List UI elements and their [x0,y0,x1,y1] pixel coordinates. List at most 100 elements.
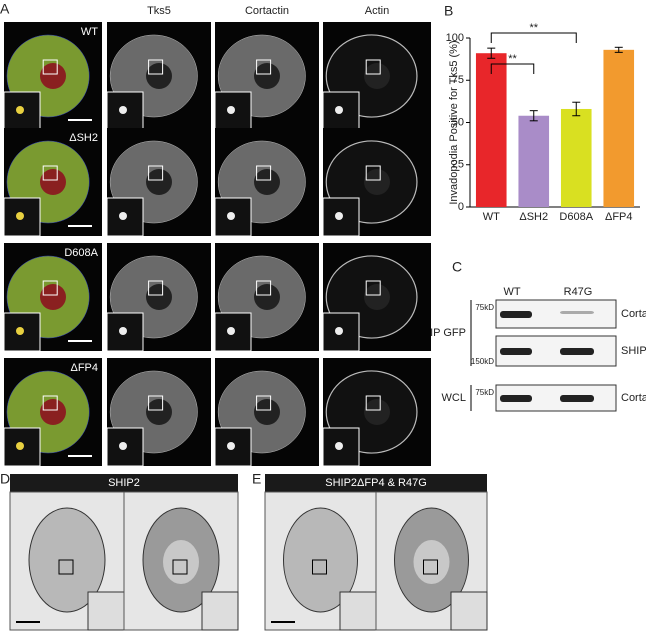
nucleus [40,63,66,89]
band [500,348,532,355]
group-label: WCL [442,392,466,404]
row-label: ΔFP4 [70,362,98,374]
inset-spot [227,327,235,335]
roi-box [423,559,438,575]
blot-label: SHIP2 [621,345,646,357]
x-tick-label: D608A [559,211,593,223]
roi-box [58,559,74,575]
y-tick-label: 0 [458,201,464,213]
column-header: Actin [365,5,389,17]
blot-label: Cortactin [621,392,646,404]
y-axis-title: Invadopodia Positive for Tks5 (%) [448,40,460,204]
bar [560,108,592,207]
inset-spot [335,106,343,114]
inset [339,591,377,631]
nucleus [254,284,280,310]
band [500,395,532,402]
roi-box [148,59,164,75]
lane-label: R47G [564,286,593,298]
inset [3,427,41,467]
title-bar [10,474,238,492]
mw-marker: 150kD [471,357,494,366]
mw-marker: 75kD [475,303,494,312]
roi-box [256,165,272,181]
nucleus [364,399,390,425]
significance-label: ** [508,53,517,65]
inset-spot [119,442,127,450]
title-bar [265,474,487,492]
inset [201,591,239,631]
band [500,311,532,318]
roi-box [42,165,58,181]
inset-spot [16,442,24,450]
roi-box [256,59,272,75]
band [560,395,594,402]
nucleus [146,399,172,425]
lane-label: WT [503,286,520,298]
roi-box [365,395,381,411]
panel-label: C [452,259,462,275]
roi-box [312,559,327,575]
roi-box [256,280,272,296]
column-header: Cortactin [245,5,289,17]
row-label: ΔSH2 [69,132,98,144]
inset-spot [335,212,343,220]
row-label: D608A [64,247,98,259]
x-tick-label: WT [483,211,500,223]
panel-label: E [252,471,261,487]
nucleus [254,169,280,195]
y-tick-label: 50 [452,116,464,128]
nucleus [364,63,390,89]
x-tick-label: ΔSH2 [519,211,548,223]
roi-box [42,395,58,411]
nucleus [146,284,172,310]
column-header: Tks5 [147,5,171,17]
row-label: WT [81,26,98,38]
nucleus [146,63,172,89]
inset-spot [16,327,24,335]
nucleus [40,169,66,195]
nucleus [364,284,390,310]
roi-box [256,395,272,411]
significance-label: ** [529,22,538,34]
y-tick-label: 75 [452,74,464,86]
roi-box [365,59,381,75]
significance-bracket [490,32,577,43]
y-tick-label: 100 [446,32,464,44]
panel-title: SHIP2ΔFP4 & R47G [325,477,427,489]
bar [475,53,507,208]
nucleus [364,169,390,195]
inset-spot [119,106,127,114]
band [560,348,594,355]
roi-box [172,559,188,575]
panel-label: B [444,3,453,19]
inset-spot [227,442,235,450]
bar [518,115,550,207]
inset [450,591,488,631]
roi-box [148,165,164,181]
roi-box [148,395,164,411]
band [560,311,594,314]
roi-box [42,280,58,296]
nucleus [163,540,199,584]
panel-label: A [0,1,10,17]
blot-label: Cortactin [621,308,646,320]
group-label: IP GFP [430,327,466,339]
inset-spot [16,106,24,114]
inset-spot [227,106,235,114]
nucleus [413,540,450,584]
significance-bracket [490,63,535,74]
bar [603,49,635,207]
inset [322,197,360,237]
inset-spot [335,442,343,450]
inset [87,591,125,631]
nucleus [40,399,66,425]
inset-spot [119,327,127,335]
nucleus [40,284,66,310]
roi-box [365,280,381,296]
roi-box [148,280,164,296]
inset-spot [227,212,235,220]
mw-marker: 75kD [475,388,494,397]
